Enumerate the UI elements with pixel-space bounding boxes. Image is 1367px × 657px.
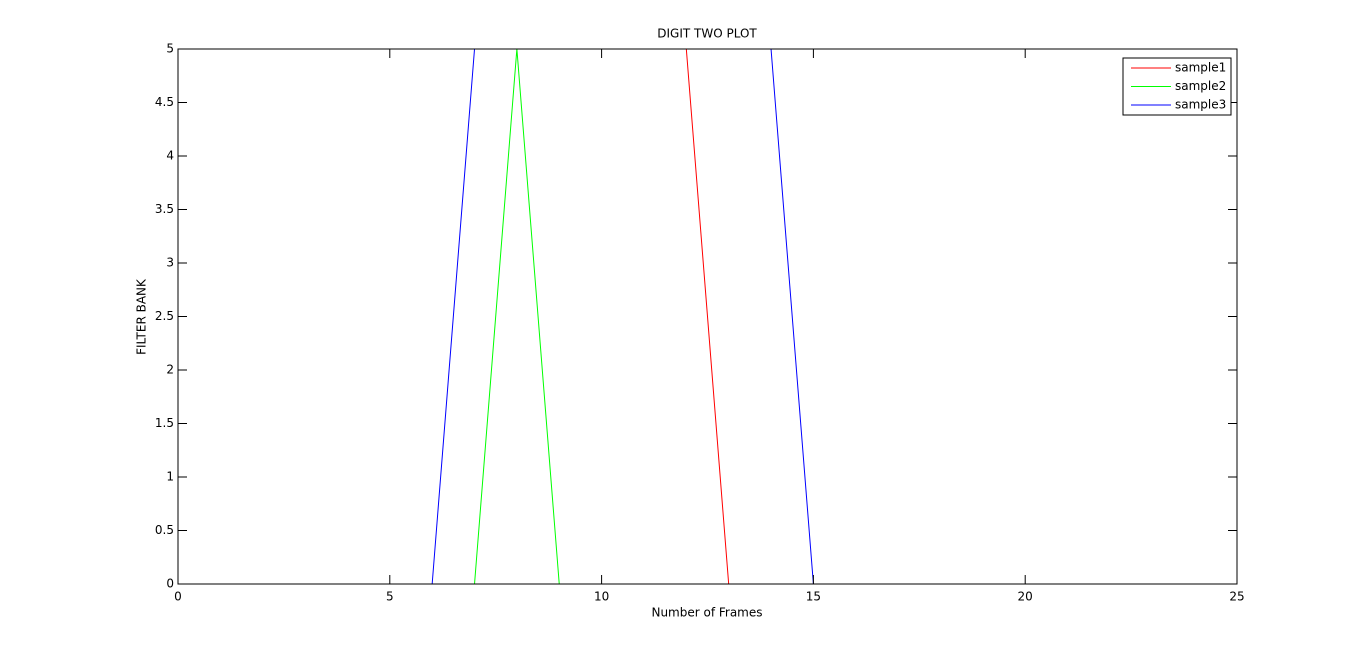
legend-label: sample3 — [1175, 98, 1226, 112]
y-tick-label: 2.5 — [155, 309, 174, 323]
x-tick-label: 20 — [1018, 590, 1033, 604]
y-tick-label: 1.5 — [155, 416, 174, 430]
y-tick-label: 5 — [166, 42, 174, 56]
y-tick-label: 2 — [166, 363, 174, 377]
x-tick-label: 0 — [174, 590, 182, 604]
y-tick-label: 3.5 — [155, 202, 174, 216]
y-tick-label: 1 — [166, 470, 174, 484]
plot-lines — [178, 49, 1237, 584]
y-tick-label: 4 — [166, 149, 174, 163]
y-tick-label: 0 — [166, 577, 174, 591]
x-tick-label: 10 — [594, 590, 609, 604]
x-tick-label: 5 — [386, 590, 394, 604]
x-tick-label: 25 — [1229, 590, 1244, 604]
x-tick-label: 15 — [806, 590, 821, 604]
y-tick-label: 4.5 — [155, 95, 174, 109]
legend-label: sample1 — [1175, 61, 1226, 75]
y-tick-label: 3 — [166, 256, 174, 270]
legend-label: sample2 — [1175, 79, 1226, 93]
y-tick-label: 0.5 — [155, 523, 174, 537]
y-axis-label: FILTER BANK — [135, 278, 149, 355]
data-line — [178, 49, 1237, 584]
chart-title: DIGIT TWO PLOT — [657, 27, 757, 41]
x-axis-label: Number of Frames — [651, 606, 762, 620]
